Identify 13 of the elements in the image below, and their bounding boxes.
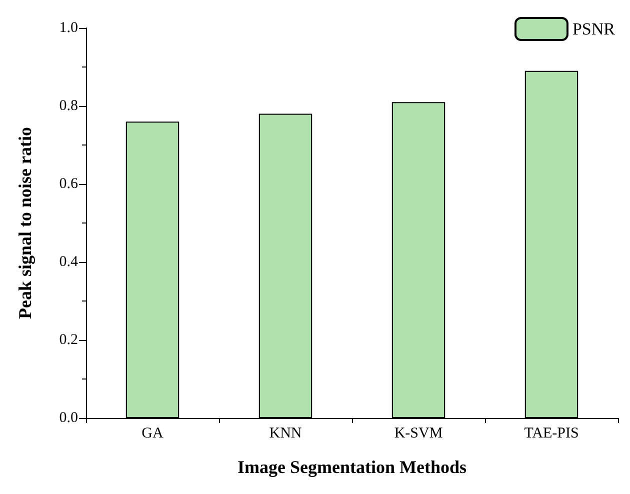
y-tick-label: 0.0 xyxy=(59,410,78,426)
legend-label: PSNR xyxy=(572,20,616,38)
y-tick-label: 0.2 xyxy=(59,332,78,348)
x-axis-title: Image Segmentation Methods xyxy=(238,457,466,477)
x-tick-label: TAE-PIS xyxy=(524,426,579,442)
y-axis-title: Peak signal to noise ratio xyxy=(15,127,35,319)
x-tick-label: K-SVM xyxy=(394,426,443,442)
y-tick-label: 1.0 xyxy=(59,20,78,36)
x-tick-label: GA xyxy=(142,426,164,442)
y-tick-label: 0.4 xyxy=(59,254,78,270)
x-tick-label: KNN xyxy=(269,426,302,442)
y-tick-label: 0.6 xyxy=(59,176,78,192)
y-tick-label: 0.8 xyxy=(59,98,78,114)
